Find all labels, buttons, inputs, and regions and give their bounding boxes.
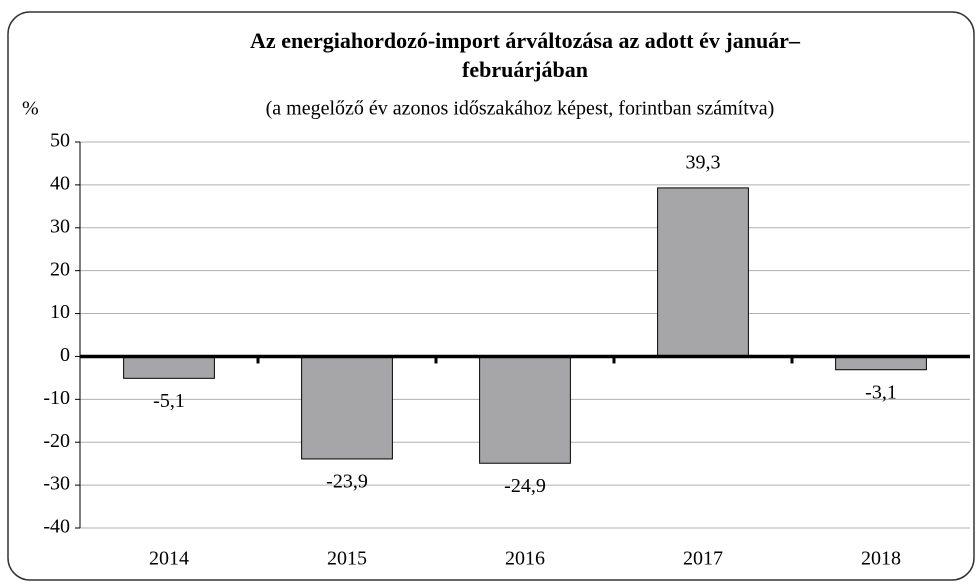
y-tick-label: -40 [43, 516, 70, 538]
y-tick-label: 0 [60, 344, 70, 366]
value-label: -5,1 [153, 390, 185, 412]
y-tick-label: 40 [50, 172, 70, 194]
y-tick-label: 20 [50, 258, 70, 280]
y-tick-label: 10 [50, 301, 70, 323]
x-tick-label: 2016 [505, 548, 545, 570]
value-label: -24,9 [504, 475, 546, 497]
x-tick-label: 2017 [683, 548, 723, 570]
y-tick-label: -30 [43, 473, 70, 495]
y-tick-label: 50 [50, 130, 70, 152]
value-label: 39,3 [686, 151, 721, 173]
value-label: -3,1 [865, 381, 897, 403]
x-tick-label: 2018 [861, 548, 901, 570]
bar [835, 355, 927, 371]
bar [301, 355, 393, 460]
y-axis-label: % [22, 98, 39, 120]
y-tick-label: -10 [43, 387, 70, 409]
chart-subtitle: (a megelőző év azonos időszakához képest… [266, 98, 775, 120]
chart-title: februárjában [462, 57, 588, 82]
x-tick-label: 2015 [327, 548, 367, 570]
value-label: -23,9 [326, 471, 368, 493]
y-tick-label: 30 [50, 215, 70, 237]
bar [479, 355, 571, 464]
frame [7, 11, 975, 581]
y-tick-label: -20 [43, 430, 70, 452]
x-tick-label: 2014 [149, 548, 189, 570]
chart-title: Az energiahordozó-import árváltozása az … [250, 28, 801, 53]
bar [123, 355, 215, 379]
bar [657, 187, 749, 357]
